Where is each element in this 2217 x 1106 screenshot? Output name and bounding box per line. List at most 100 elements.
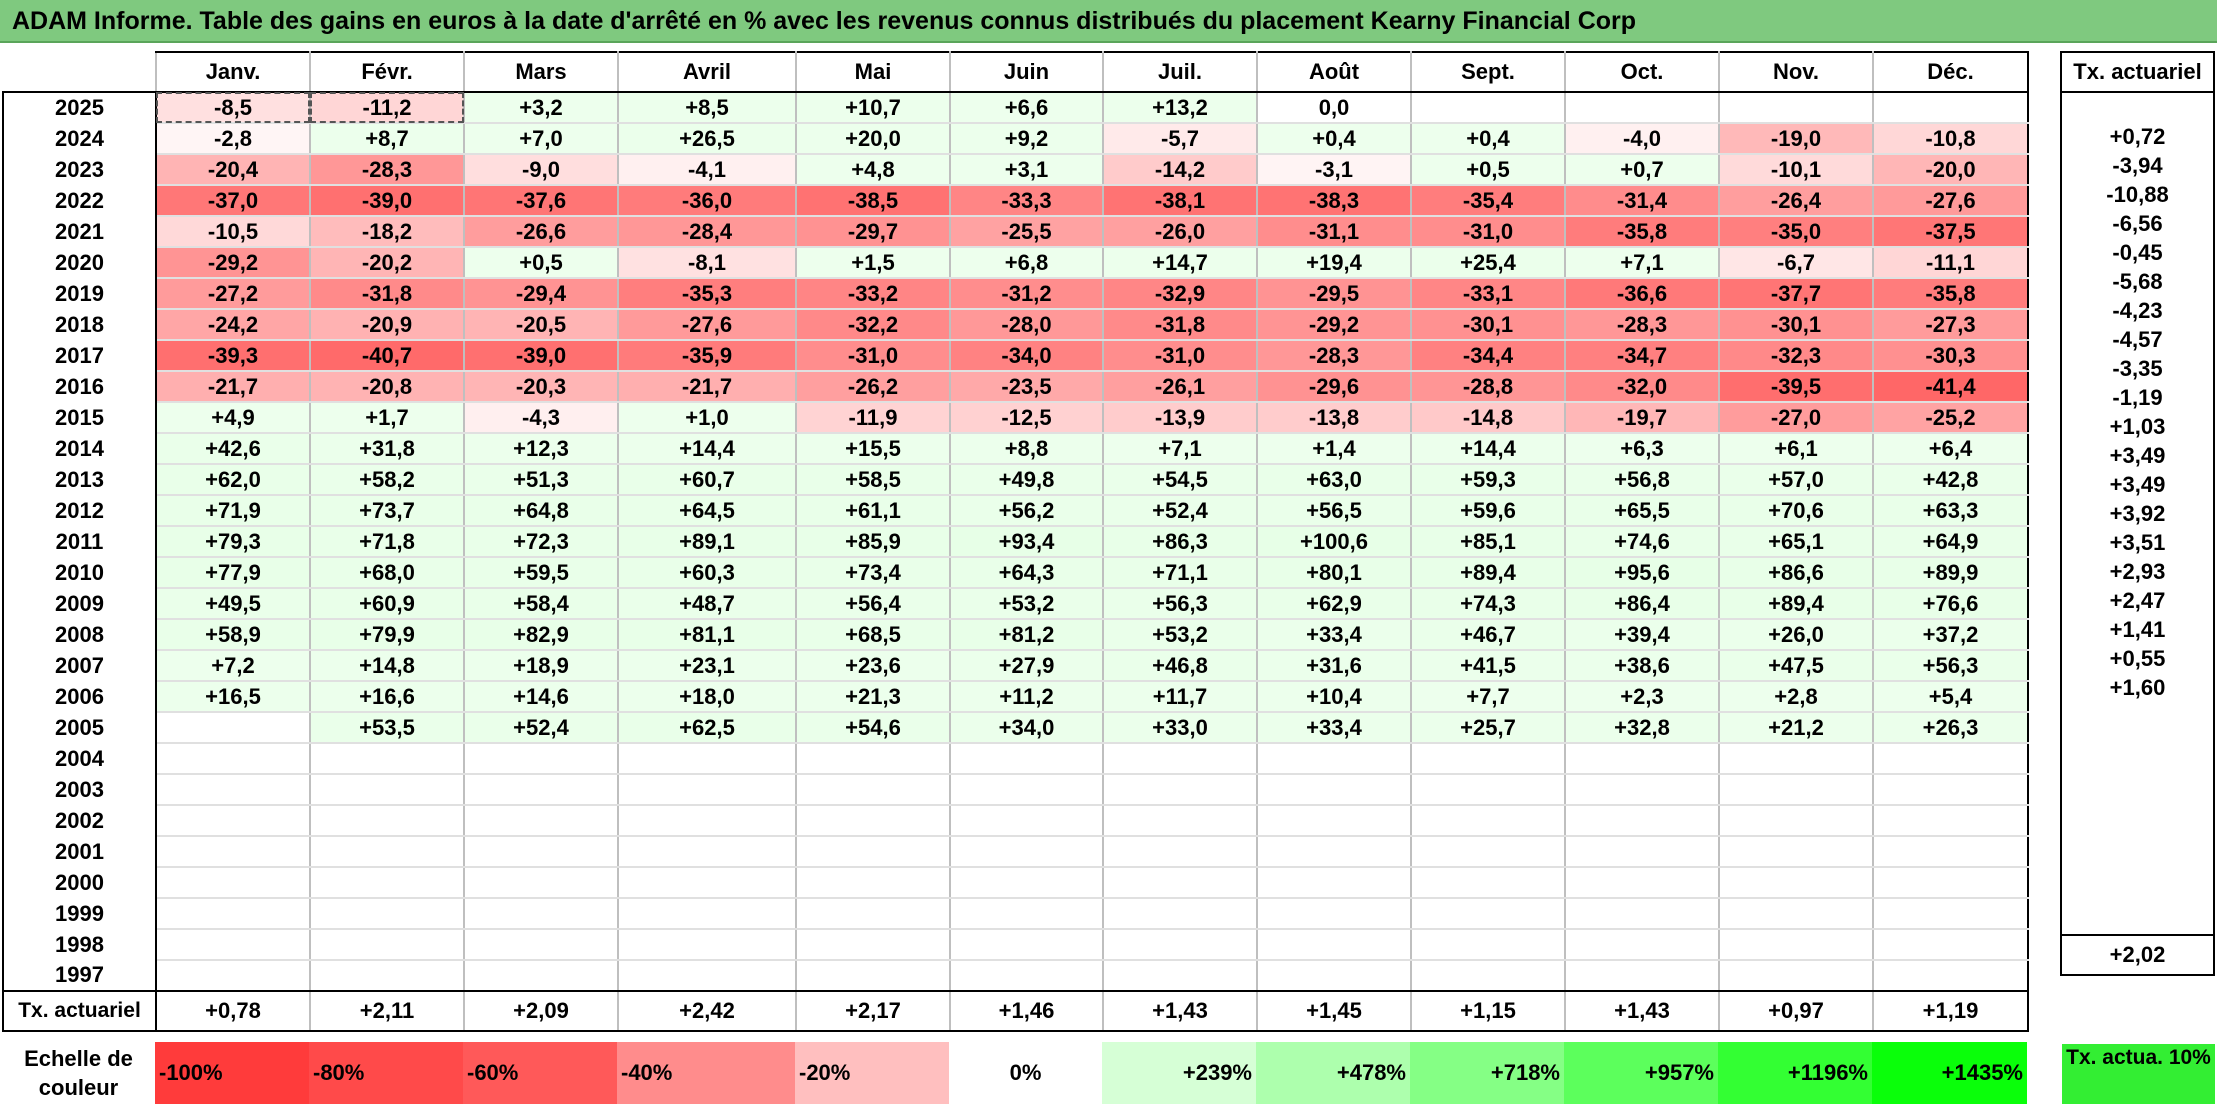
gain-cell: +1,7 [309, 402, 465, 434]
gain-cell: -14,2 [1102, 154, 1258, 186]
gain-cell [155, 867, 311, 899]
gain-cell: +58,9 [155, 619, 311, 651]
gain-cell: -29,2 [1256, 309, 1412, 341]
gain-cell: +48,7 [617, 588, 797, 620]
year-label: 2009 [2, 588, 157, 619]
gain-cell: +62,9 [1256, 588, 1412, 620]
gain-cell [1102, 836, 1258, 868]
gain-cell [309, 960, 465, 992]
gain-cell: +8,8 [949, 433, 1104, 465]
gain-cell: -36,6 [1564, 278, 1720, 310]
scale-label: Echelle de couleur [24, 1046, 133, 1100]
gain-cell: +58,5 [795, 464, 951, 496]
scale-step: -60% [463, 1042, 617, 1104]
table-row: 2014 +42,6 +31,8 +12,3 +14,4 +15,5 +8,8 +7,1 +1,… [2, 433, 2029, 465]
year-label: 2016 [2, 371, 157, 402]
gain-cell [617, 774, 797, 806]
gain-cell: -32,0 [1564, 371, 1720, 403]
gain-cell [617, 929, 797, 961]
scale-tx-swatch: Tx. actua. 10% [2062, 1044, 2215, 1104]
gain-cell: -24,2 [155, 309, 311, 341]
footer-value: +2,09 [463, 990, 619, 1032]
gain-cell: +7,1 [1102, 433, 1258, 465]
gain-cell: +26,3 [1872, 712, 2029, 744]
gain-cell [155, 929, 311, 961]
gain-cell: -30,1 [1410, 309, 1566, 341]
gain-cell: +89,9 [1872, 557, 2029, 589]
gain-cell: +6,3 [1564, 433, 1720, 465]
gain-cell [617, 836, 797, 868]
gain-cell: -28,3 [309, 154, 465, 186]
scale-step: +1435% [1872, 1042, 2027, 1104]
gain-cell: +81,2 [949, 619, 1104, 651]
gain-cell: +64,8 [463, 495, 619, 527]
gain-cell: -39,5 [1718, 371, 1874, 403]
gain-cell: +31,6 [1256, 650, 1412, 682]
tx-value: +0,55 [2060, 644, 2215, 673]
tx-value [2060, 731, 2215, 760]
footer-value: +1,46 [949, 990, 1104, 1032]
gain-cell [1564, 774, 1720, 806]
gain-cell: -33,2 [795, 278, 951, 310]
gain-cell: -35,8 [1872, 278, 2029, 310]
gain-cell: +62,0 [155, 464, 311, 496]
tx-value: -10,88 [2060, 180, 2215, 209]
gain-cell [1410, 898, 1566, 930]
tx-value: -0,45 [2060, 238, 2215, 267]
tx-footer-value: +2,02 [2060, 934, 2215, 976]
table-row: 2013 +62,0 +58,2 +51,3 +60,7 +58,5 +49,8 +54,5 +… [2, 464, 2029, 496]
gain-cell: 0,0 [1256, 91, 1412, 124]
gain-cell: +46,8 [1102, 650, 1258, 682]
gain-cell [1256, 743, 1412, 775]
gain-cell [795, 743, 951, 775]
gain-cell [1718, 805, 1874, 837]
gain-cell [1718, 743, 1874, 775]
tx-header: Tx. actuariel [2060, 51, 2215, 93]
gain-cell: -20,3 [463, 371, 619, 403]
gain-cell: -13,9 [1102, 402, 1258, 434]
gain-cell: +0,4 [1410, 123, 1566, 155]
gain-cell: -39,0 [309, 185, 465, 217]
table-row: 1998 [2, 929, 2029, 961]
gain-cell: +71,8 [309, 526, 465, 558]
gain-cell [1256, 898, 1412, 930]
gain-cell: +42,6 [155, 433, 311, 465]
gain-cell: +56,5 [1256, 495, 1412, 527]
gain-cell: -11,9 [795, 402, 951, 434]
gain-cell [1564, 743, 1720, 775]
gain-cell: -31,4 [1564, 185, 1720, 217]
gain-cell: +33,4 [1256, 712, 1412, 744]
tx-value: +3,49 [2060, 470, 2215, 499]
gain-cell [1410, 929, 1566, 961]
gain-cell: +86,3 [1102, 526, 1258, 558]
month-header: Juin [949, 51, 1104, 93]
scale-step: +957% [1564, 1042, 1718, 1104]
gain-cell: -37,5 [1872, 216, 2029, 248]
year-label: 2005 [2, 712, 157, 743]
gain-cell: +39,4 [1564, 619, 1720, 651]
table-row: 2005 +53,5 +52,4 +62,5 +54,6 +34,0 +33,0 +33,4 +… [2, 712, 2029, 744]
gain-cell: +0,5 [463, 247, 619, 279]
gain-cell [463, 867, 619, 899]
year-label: 2024 [2, 123, 157, 154]
footer-value: +1,19 [1872, 990, 2029, 1032]
gain-cell: -33,3 [949, 185, 1104, 217]
gain-cell: -29,4 [463, 278, 619, 310]
gain-cell: -20,8 [309, 371, 465, 403]
gain-cell: -2,8 [155, 123, 311, 155]
gain-cell: +53,2 [949, 588, 1104, 620]
gain-cell: +13,2 [1102, 91, 1258, 124]
gain-cell: -12,5 [949, 402, 1104, 434]
gain-cell: -9,0 [463, 154, 619, 186]
gain-cell [949, 960, 1104, 992]
gain-cell: +31,8 [309, 433, 465, 465]
gain-cell [1256, 836, 1412, 868]
gain-cell: +1,5 [795, 247, 951, 279]
gain-cell [1872, 929, 2029, 961]
gain-cell: +64,9 [1872, 526, 2029, 558]
table-row: 2003 [2, 774, 2029, 806]
gain-cell [949, 929, 1104, 961]
year-label: 2001 [2, 836, 157, 867]
table-row: 2017 -39,3 -40,7 -39,0 -35,9 -31,0 -34,0 -31,0-… [2, 340, 2029, 372]
gain-cell [1872, 774, 2029, 806]
